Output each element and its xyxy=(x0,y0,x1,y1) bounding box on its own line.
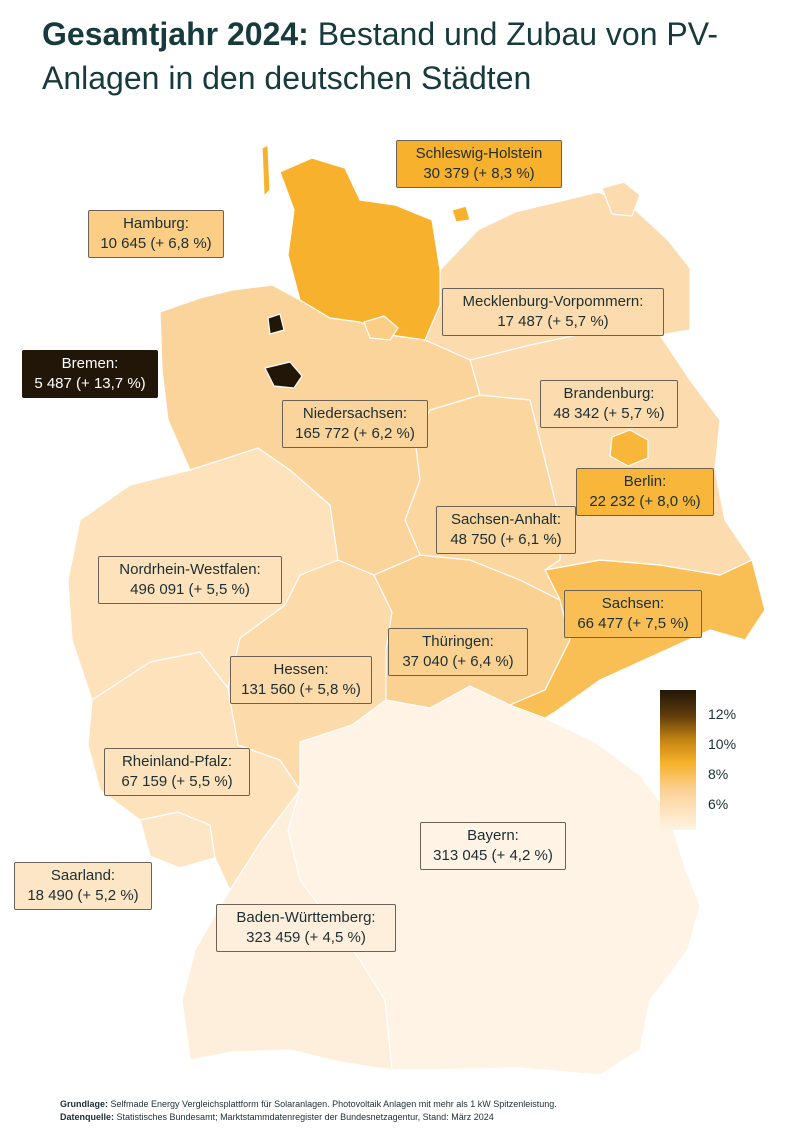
label-niedersachsen: Niedersachsen: 165 772 (+ 6,2 %) xyxy=(282,400,428,448)
label-value: 313 045 (+ 4,2 %) xyxy=(433,847,553,864)
legend-tick: 6% xyxy=(708,796,729,812)
label-name: Bayern: xyxy=(467,827,519,844)
label-value: 22 232 (+ 8,0 %) xyxy=(589,493,701,510)
label-name: Sachsen: xyxy=(601,595,665,612)
label-name: Hamburg: xyxy=(123,215,189,232)
label-mecklenburg-vorpommern: Mecklenburg-Vorpommern: 17 487 (+ 5,7 %) xyxy=(442,288,664,336)
label-value: 67 159 (+ 5,5 %) xyxy=(121,773,233,790)
footer-source-label: Datenquelle: xyxy=(60,1112,115,1122)
legend-tick: 8% xyxy=(708,766,729,782)
label-value: 5 487 (+ 13,7 %) xyxy=(34,375,146,392)
label-nordrhein-westfalen: Nordrhein-Westfalen: 496 091 (+ 5,5 %) xyxy=(98,556,282,604)
label-value: 18 490 (+ 5,2 %) xyxy=(27,887,139,904)
state-schleswig-holstein[interactable] xyxy=(279,157,441,341)
label-value: 323 459 (+ 4,5 %) xyxy=(246,929,366,946)
label-value: 165 772 (+ 6,2 %) xyxy=(295,425,415,442)
legend-tick: 12% xyxy=(708,706,737,722)
title-rest: Bestand und Zubau von PV-Anlagen in den … xyxy=(42,16,718,96)
label-berlin: Berlin: 22 232 (+ 8,0 %) xyxy=(576,468,714,516)
label-value: 37 040 (+ 6,4 %) xyxy=(402,653,514,670)
footer-basis-text: Selfmade Energy Vergleichsplattform für … xyxy=(108,1099,557,1109)
state-bremerhaven[interactable] xyxy=(267,313,285,335)
label-hessen: Hessen: 131 560 (+ 5,8 %) xyxy=(230,656,372,704)
label-value: 66 477 (+ 7,5 %) xyxy=(577,615,689,632)
label-bayern: Bayern: 313 045 (+ 4,2 %) xyxy=(420,822,566,870)
label-thueringen: Thüringen: 37 040 (+ 6,4 %) xyxy=(388,628,528,676)
label-rheinland-pfalz: Rheinland-Pfalz: 67 159 (+ 5,5 %) xyxy=(104,748,250,796)
state-berlin[interactable] xyxy=(609,429,649,467)
title-bold: Gesamtjahr 2024: xyxy=(42,16,309,52)
label-name: Rheinland-Pfalz: xyxy=(121,753,233,770)
state-hamburg[interactable] xyxy=(363,315,399,341)
label-name: Baden-Württemberg: xyxy=(236,909,376,926)
island-sylt xyxy=(261,144,271,197)
label-name: Brandenburg: xyxy=(563,385,655,402)
label-name: Bremen: xyxy=(61,355,119,372)
label-value: 17 487 (+ 5,7 %) xyxy=(497,313,609,330)
label-name: Saarland: xyxy=(50,867,116,884)
footer-notes: Grundlage: Selfmade Energy Vergleichspla… xyxy=(60,1098,557,1124)
label-value: 10 645 (+ 6,8 %) xyxy=(100,235,212,252)
footer-basis: Grundlage: Selfmade Energy Vergleichspla… xyxy=(60,1098,557,1111)
state-bremen[interactable] xyxy=(264,361,303,389)
label-name: Berlin: xyxy=(623,473,667,490)
label-value: 48 342 (+ 5,7 %) xyxy=(553,405,665,422)
footer-source-text: Statistisches Bundesamt; Marktstammdaten… xyxy=(114,1112,494,1122)
island-ruegen xyxy=(601,181,641,217)
label-value: 131 560 (+ 5,8 %) xyxy=(241,681,361,698)
label-sachsen-anhalt: Sachsen-Anhalt: 48 750 (+ 6,1 %) xyxy=(436,506,576,554)
legend-gradient-bar xyxy=(660,690,696,830)
legend-tick: 10% xyxy=(708,736,737,752)
label-name: Niedersachsen: xyxy=(302,405,408,422)
label-schleswig-holstein: Schleswig-Holstein 30 379 (+ 8,3 %) xyxy=(396,140,562,188)
label-name: Sachsen-Anhalt: xyxy=(450,511,562,528)
label-bremen: Bremen: 5 487 (+ 13,7 %) xyxy=(22,350,158,398)
footer-source: Datenquelle: Statistisches Bundesamt; Ma… xyxy=(60,1111,557,1124)
label-name: Schleswig-Holstein xyxy=(415,145,543,162)
label-sachsen: Sachsen: 66 477 (+ 7,5 %) xyxy=(564,590,702,638)
label-name: Hessen: xyxy=(273,661,329,678)
label-value: 496 091 (+ 5,5 %) xyxy=(130,581,250,598)
island-fehmarn xyxy=(451,205,471,223)
label-value: 30 379 (+ 8,3 %) xyxy=(423,165,535,182)
label-value: 48 750 (+ 6,1 %) xyxy=(450,531,562,548)
label-name: Nordrhein-Westfalen: xyxy=(119,561,261,578)
label-name: Mecklenburg-Vorpommern: xyxy=(462,293,644,310)
label-baden-wuerttemberg: Baden-Württemberg: 323 459 (+ 4,5 %) xyxy=(216,904,396,952)
label-brandenburg: Brandenburg: 48 342 (+ 5,7 %) xyxy=(540,380,678,428)
map-title: Gesamtjahr 2024: Bestand und Zubau von P… xyxy=(42,12,782,100)
label-saarland: Saarland: 18 490 (+ 5,2 %) xyxy=(14,862,152,910)
footer-basis-label: Grundlage: xyxy=(60,1099,109,1109)
label-hamburg: Hamburg: 10 645 (+ 6,8 %) xyxy=(88,210,224,258)
label-name: Thüringen: xyxy=(422,633,494,650)
